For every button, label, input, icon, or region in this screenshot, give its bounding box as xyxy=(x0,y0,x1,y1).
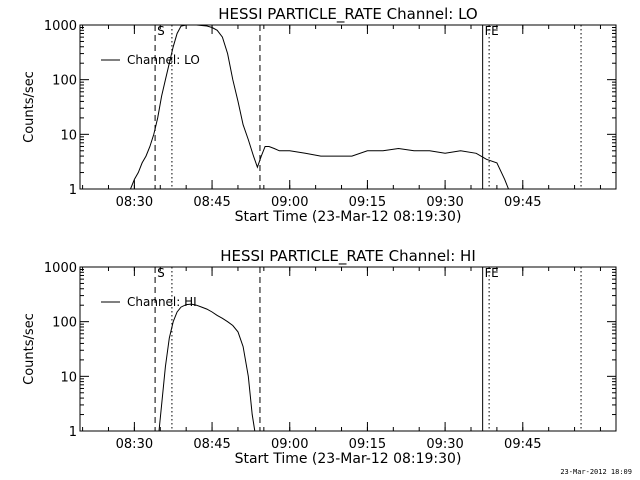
panel-2-x-tick-label: 09:45 xyxy=(504,437,541,452)
panel-2-x-tick-label: 09:00 xyxy=(271,437,308,452)
panel-1-y-tick-label: 100 xyxy=(52,74,77,89)
panel-1-marker-label-F: F xyxy=(485,24,492,38)
panel-1-title: HESSI PARTICLE_RATE Channel: LO xyxy=(218,5,477,24)
footer-timestamp: 23-Mar-2012 18:09 xyxy=(560,468,632,476)
panel-1-y-axis-label: Counts/sec xyxy=(22,71,37,143)
panel-1-x-tick-label: 08:30 xyxy=(116,195,153,210)
panel-2-marker-label-S: S xyxy=(157,266,165,280)
panel-2-series-line-1 xyxy=(158,303,256,432)
panel-1-y-tick-label: 10 xyxy=(60,128,77,143)
panel-2-y-tick-label: 1 xyxy=(69,425,77,440)
panel-2-x-tick-label: 08:45 xyxy=(193,437,230,452)
panel-2-marker-label-F: F xyxy=(485,266,492,280)
panel-2-y-tick-label: 1000 xyxy=(44,261,77,276)
panel-1-x-tick-label: 09:00 xyxy=(271,195,308,210)
panel-1-y-tick-label: 1000 xyxy=(44,19,77,34)
panel-1-x-tick-label: 09:30 xyxy=(426,195,463,210)
panel-2-plot-frame xyxy=(79,266,617,432)
panel-1-chart: HESSI PARTICLE_RATE Channel: LO 1 10 100 100… xyxy=(22,5,617,225)
panel-2-y-axis-label: Counts/sec xyxy=(22,313,37,385)
panel-2-y-tick-label: 100 xyxy=(52,316,77,331)
panel-2-x-axis-label: Start Time (23-Mar-12 08:19:30) xyxy=(235,451,462,467)
panel-2-legend-label: Channel: HI xyxy=(127,295,197,309)
panel-2-chart: HESSI PARTICLE_RATE Channel: HI 1 10 100 100… xyxy=(22,247,617,467)
panel-1-x-axis-label: Start Time (23-Mar-12 08:19:30) xyxy=(235,209,462,225)
panel-2-x-tick-label: 09:15 xyxy=(349,437,386,452)
panel-1-plot-frame xyxy=(79,24,617,190)
panel-2-x-tick-label: 08:30 xyxy=(116,437,153,452)
panel-2-x-tick-label: 09:30 xyxy=(426,437,463,452)
panel-1-series-line-1 xyxy=(80,24,513,190)
panel-2-title: HESSI PARTICLE_RATE Channel: HI xyxy=(220,247,476,266)
panel-1-marker-label-S: S xyxy=(157,24,165,38)
panel-1-x-tick-label: 08:45 xyxy=(193,195,230,210)
panel-1-x-tick-label: 09:15 xyxy=(349,195,386,210)
panel-1-y-tick-label: 1 xyxy=(69,183,77,198)
panel-1-x-tick-label: 09:45 xyxy=(504,195,541,210)
panel-1-legend-label: Channel: LO xyxy=(127,53,200,67)
panel-1-marker-label-E: E xyxy=(491,24,499,38)
panel-2-marker-label-E: E xyxy=(491,266,499,280)
panel-2-y-tick-label: 10 xyxy=(60,370,77,385)
